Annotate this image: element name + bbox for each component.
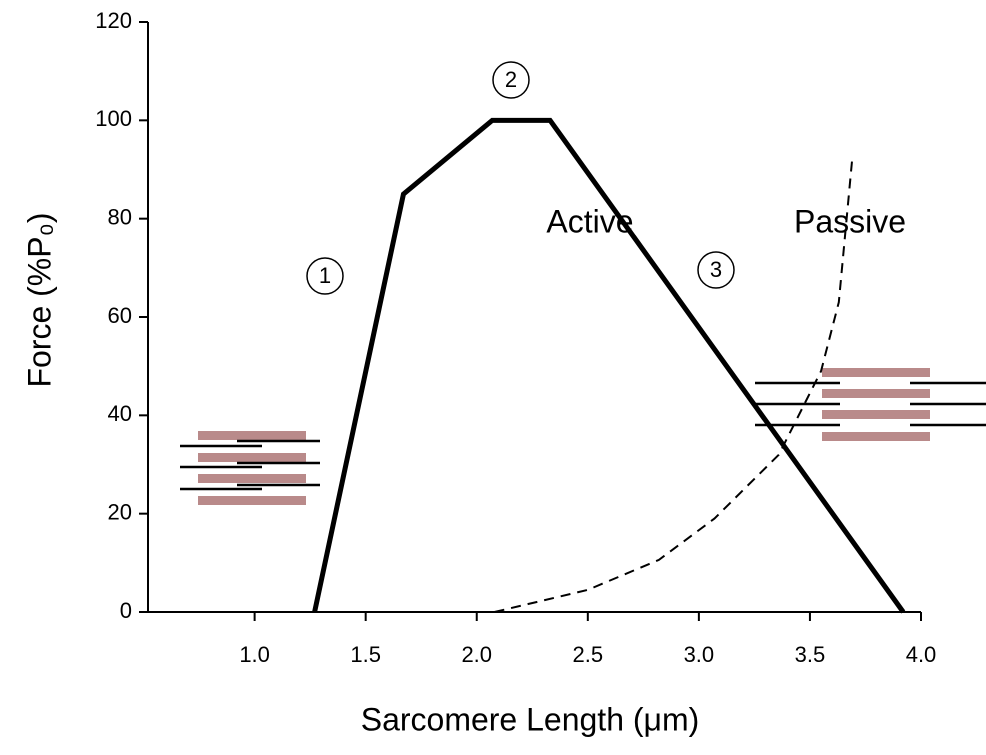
y-tick-label: 40 xyxy=(108,401,132,426)
x-axis-label: Sarcomere Length (μm) xyxy=(361,701,700,737)
series-label: Passive xyxy=(794,203,906,239)
annotation: 1 xyxy=(319,263,331,288)
x-tick-label: 4.0 xyxy=(906,642,937,667)
sarcomere-filaments xyxy=(180,381,986,491)
x-tick-label: 2.0 xyxy=(461,642,492,667)
x-tick-label: 1.0 xyxy=(239,642,270,667)
y-tick-label: 80 xyxy=(108,204,132,229)
annotation: 2 xyxy=(505,67,517,92)
x-tick-label: 3.0 xyxy=(684,642,715,667)
y-tick-label: 60 xyxy=(108,303,132,328)
y-tick-label: 120 xyxy=(95,8,132,33)
series-label: Active xyxy=(546,203,633,239)
y-axis-label: Force (%P₀) xyxy=(21,212,57,387)
annotation-circle xyxy=(306,257,344,295)
sarcomere-icon xyxy=(198,368,930,505)
annotation-circle xyxy=(492,61,530,99)
annotation: 3 xyxy=(710,257,722,282)
annotation-circle xyxy=(697,251,735,289)
y-tick-label: 20 xyxy=(108,499,132,524)
y-tick-label: 100 xyxy=(95,106,132,131)
x-tick-label: 2.5 xyxy=(573,642,604,667)
x-tick-label: 1.5 xyxy=(350,642,381,667)
series-line xyxy=(312,117,906,614)
x-tick-label: 3.5 xyxy=(795,642,826,667)
y-tick-label: 0 xyxy=(120,598,132,623)
series-line xyxy=(494,159,854,613)
